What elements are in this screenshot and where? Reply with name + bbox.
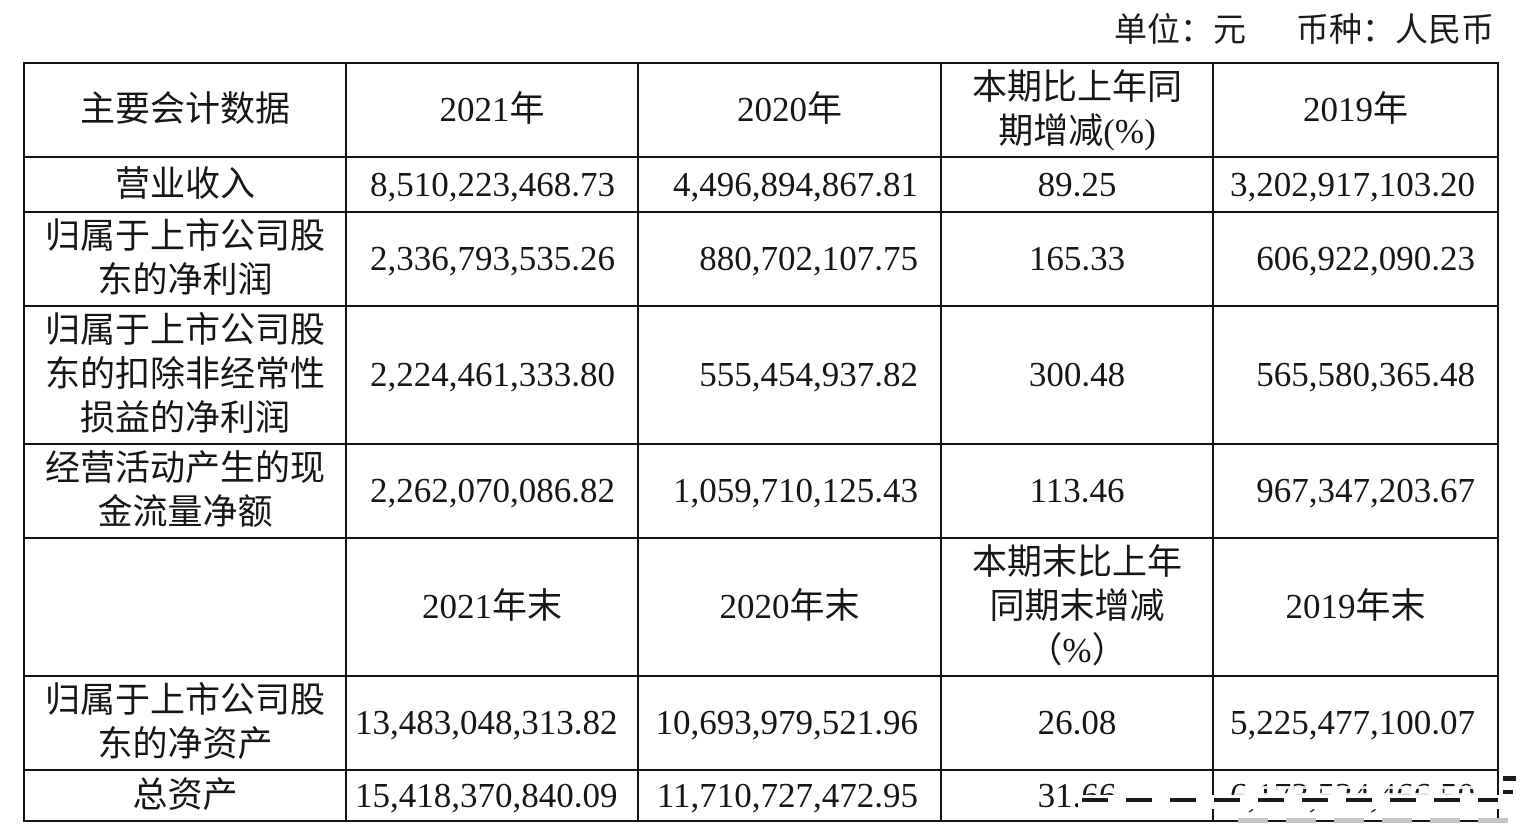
col-header-metric: 主要会计数据 [23,62,347,158]
row-label: 经营活动产生的现 金流量净额 [23,443,347,539]
value-2019: 565,580,365.48 [1212,305,1499,445]
unit-label: 单位：元 [1114,13,1246,49]
table-subheader-row: 2021年末 2020年末 本期末比上年 同期末增减 （%） 2019年末 [23,537,1499,677]
value-change: 165.33 [940,211,1214,307]
row-label: 总资产 [23,769,347,822]
col-header-change: 本期比上年同 期增减(%) [940,62,1214,158]
table-row-net-profit: 归属于上市公司股 东的净利润 2,336,793,535.26 880,702,… [23,211,1499,307]
subheader-2020-end: 2020年末 [637,537,942,677]
value-2021: 2,224,461,333.80 [345,305,639,445]
key-accounting-data-table: 主要会计数据 2021年 2020年 本期比上年同 期增减(%) 2019年 营… [23,62,1499,822]
value-2020: 555,454,937.82 [637,305,942,445]
row-label: 归属于上市公司股 东的扣除非经常性 损益的净利润 [23,305,347,445]
subheader-change-end: 本期末比上年 同期末增减 （%） [940,537,1214,677]
row-label: 归属于上市公司股 东的净利润 [23,211,347,307]
col-header-2020: 2020年 [637,62,942,158]
subheader-2019-end: 2019年末 [1212,537,1499,677]
table-row-revenue: 营业收入 8,510,223,468.73 4,496,894,867.81 8… [23,156,1499,213]
value-change: 113.46 [940,443,1214,539]
value-2021: 2,336,793,535.26 [345,211,639,307]
table-row-net-assets: 归属于上市公司股 东的净资产 13,483,048,313.82 10,693,… [23,675,1499,771]
value-2019: 606,922,090.23 [1212,211,1499,307]
row-label: 营业收入 [23,156,347,213]
value-2020: 4,496,894,867.81 [637,156,942,213]
value-2019: 5,225,477,100.07 [1212,675,1499,771]
subheader-2021-end: 2021年末 [345,537,639,677]
value-2021: 8,510,223,468.73 [345,156,639,213]
value-2021: 2,262,070,086.82 [345,443,639,539]
unit-currency-caption: 单位：元 币种：人民币 [1114,12,1494,50]
value-2019: 3,202,917,103.20 [1212,156,1499,213]
currency-label: 币种：人民币 [1296,13,1494,49]
value-2020: 11,710,727,472.95 [637,769,942,822]
col-header-2021: 2021年 [345,62,639,158]
value-2020: 1,059,710,125.43 [637,443,942,539]
table-header-row: 主要会计数据 2021年 2020年 本期比上年同 期增减(%) 2019年 [23,62,1499,158]
table-row-operating-cash-flow: 经营活动产生的现 金流量净额 2,262,070,086.82 1,059,71… [23,443,1499,539]
col-header-2019: 2019年 [1212,62,1499,158]
row-label: 归属于上市公司股 东的净资产 [23,675,347,771]
value-change: 26.08 [940,675,1214,771]
value-2021: 15,418,370,840.09 [345,769,639,822]
value-2021: 13,483,048,313.82 [345,675,639,771]
value-2020: 880,702,107.75 [637,211,942,307]
value-change: 300.48 [940,305,1214,445]
subheader-empty [23,537,347,677]
value-2020: 10,693,979,521.96 [637,675,942,771]
value-change: 89.25 [940,156,1214,213]
table-row-total-assets: 总资产 15,418,370,840.09 11,710,727,472.95 … [23,769,1499,822]
value-2019: 967,347,203.67 [1212,443,1499,539]
table-row-deducted-net-profit: 归属于上市公司股 东的扣除非经常性 损益的净利润 2,224,461,333.8… [23,305,1499,445]
